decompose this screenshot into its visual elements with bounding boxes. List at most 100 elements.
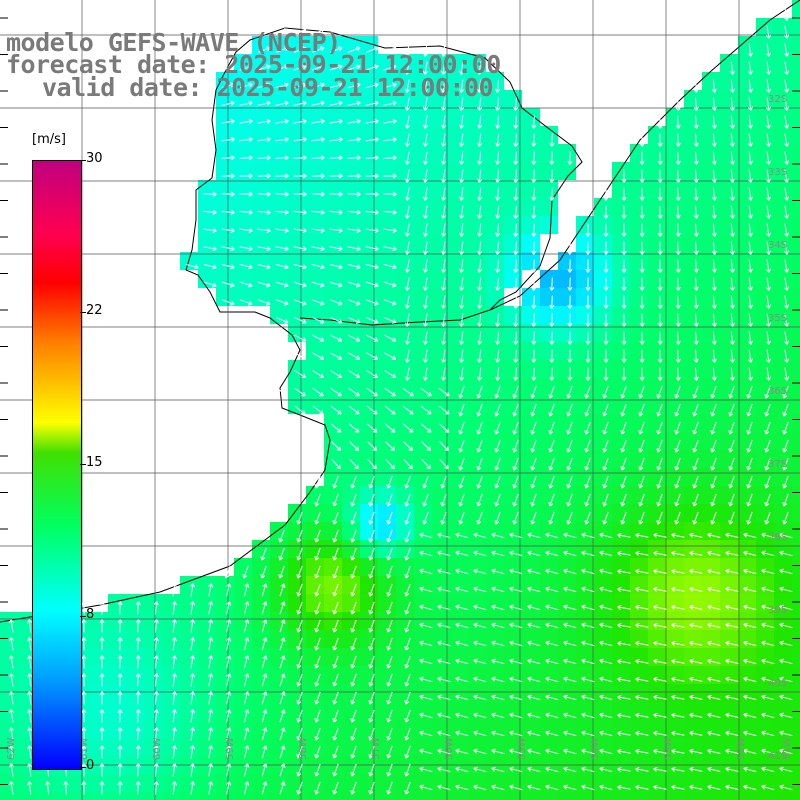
wind-arrow: [224, 565, 231, 579]
wind-arrow: [671, 550, 685, 556]
speed-cell: [360, 180, 378, 198]
wind-arrow: [441, 151, 447, 165]
wind-arrow: [743, 586, 757, 593]
wind-arrow: [584, 421, 591, 435]
speed-cell: [108, 666, 126, 684]
speed-cell: [360, 198, 378, 216]
speed-cell: [774, 90, 792, 108]
speed-cell: [468, 432, 486, 450]
wind-arrow: [710, 421, 717, 435]
wind-arrow: [117, 763, 123, 777]
wind-arrow: [279, 763, 286, 777]
wind-arrow: [348, 370, 360, 378]
speed-cell: [648, 234, 666, 252]
speed-cell: [630, 576, 648, 594]
speed-cell: [558, 576, 576, 594]
speed-cell: [702, 702, 720, 720]
speed-cell: [396, 612, 414, 630]
wind-arrow: [365, 263, 379, 270]
wind-arrow: [135, 601, 141, 615]
wind-arrow: [491, 676, 505, 683]
speed-cell: [432, 54, 450, 72]
wind-arrow: [509, 748, 523, 755]
wind-arrow: [784, 205, 790, 219]
speed-cell: [396, 486, 414, 504]
wind-arrow: [275, 28, 289, 36]
wind-arrow: [438, 387, 450, 397]
wind-arrow: [437, 586, 451, 593]
speed-cell: [342, 702, 360, 720]
speed-cell: [702, 540, 720, 558]
wind-arrow: [728, 385, 735, 399]
colorbar: [32, 160, 82, 770]
speed-cell: [144, 594, 162, 612]
wind-arrow: [765, 295, 772, 309]
speed-cell: [342, 486, 360, 504]
wind-arrow: [509, 604, 523, 611]
wind-arrow: [455, 622, 469, 629]
wind-arrow: [257, 82, 271, 89]
wind-arrow: [513, 205, 519, 219]
speed-cell: [522, 198, 540, 216]
speed-cell: [792, 396, 800, 414]
wind-arrow: [674, 403, 681, 417]
speed-cell: [360, 252, 378, 270]
speed-cell: [324, 630, 342, 648]
speed-cell: [612, 594, 630, 612]
wind-arrow: [135, 619, 141, 633]
wind-arrow: [257, 155, 271, 161]
speed-cell: [288, 216, 306, 234]
wind-arrow: [294, 370, 306, 378]
speed-cell: [468, 72, 486, 90]
speed-cell: [378, 288, 396, 306]
speed-cell: [378, 450, 396, 468]
speed-cell: [792, 198, 800, 216]
wind-arrow: [437, 712, 451, 719]
wind-arrow: [81, 763, 87, 777]
wind-arrow: [239, 155, 253, 161]
speed-cell: [738, 234, 756, 252]
speed-cell: [774, 198, 792, 216]
speed-cell: [90, 702, 108, 720]
wind-arrow: [365, 118, 379, 124]
longitude-label: 57W: [371, 737, 382, 760]
wind-arrow: [603, 187, 609, 201]
speed-cell: [576, 594, 594, 612]
speed-cell: [738, 270, 756, 288]
speed-cell: [504, 702, 522, 720]
wind-arrow: [707, 568, 721, 574]
speed-cell: [468, 738, 486, 756]
wind-arrow: [548, 403, 555, 417]
speed-cell: [594, 576, 612, 594]
wind-arrow: [365, 46, 379, 53]
speed-cell: [792, 0, 800, 18]
wind-arrow: [314, 529, 321, 543]
speed-cell: [216, 792, 234, 800]
speed-cell: [540, 594, 558, 612]
wind-arrow: [383, 173, 397, 179]
wind-arrow: [527, 694, 541, 701]
speed-cell: [522, 558, 540, 576]
wind-arrow: [279, 601, 286, 615]
speed-cell: [126, 612, 144, 630]
wind-arrow: [729, 223, 735, 237]
wind-arrow: [422, 367, 428, 381]
wind-arrow: [563, 730, 577, 737]
wind-arrow: [509, 766, 523, 773]
speed-cell: [774, 378, 792, 396]
speed-cell: [414, 702, 432, 720]
speed-cell: [630, 666, 648, 684]
wind-arrow: [314, 493, 321, 507]
speed-cell: [162, 648, 180, 666]
wind-arrow: [743, 712, 757, 719]
wind-arrow: [261, 583, 268, 597]
wind-arrow: [675, 187, 681, 201]
wind-arrow: [617, 694, 631, 700]
speed-cell: [216, 630, 234, 648]
speed-cell: [108, 774, 126, 792]
wind-arrow: [365, 191, 379, 197]
wind-arrow: [404, 169, 410, 183]
speed-cell: [720, 288, 738, 306]
speed-cell: [342, 180, 360, 198]
